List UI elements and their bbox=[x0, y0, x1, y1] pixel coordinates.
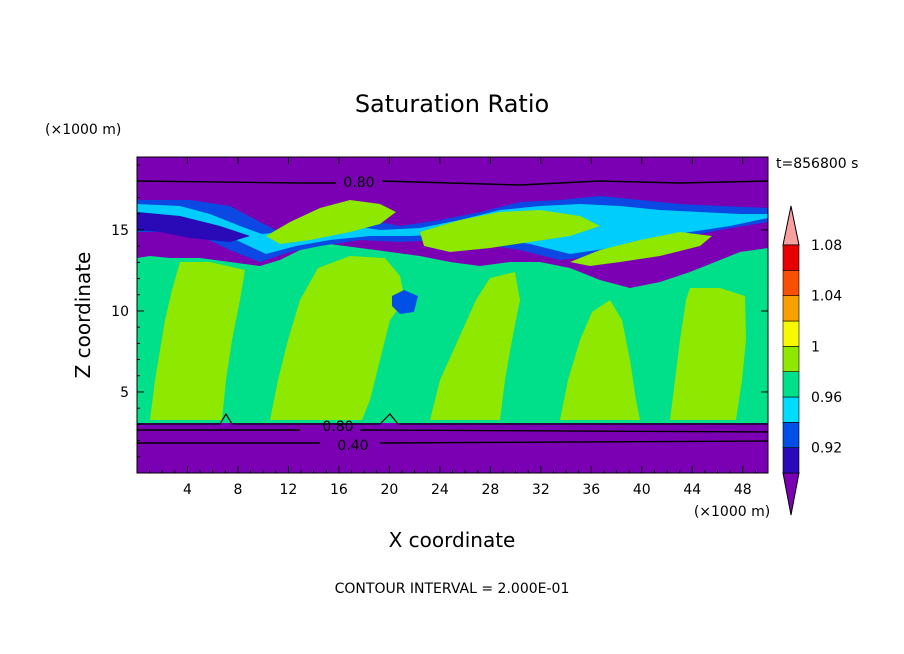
colorbar-tick-label: 0.92 bbox=[811, 441, 842, 457]
contour-label-lower-040: 0.40 bbox=[337, 438, 368, 454]
x-tick-label: 44 bbox=[683, 482, 701, 498]
contour-label-upper: 0.80 bbox=[343, 175, 374, 191]
colorbar-swatch bbox=[782, 244, 800, 271]
cloud-column-1 bbox=[150, 262, 245, 420]
x-tick-label: 16 bbox=[330, 482, 348, 498]
footer-contour-interval: CONTOUR INTERVAL = 2.000E-01 bbox=[335, 581, 570, 597]
colorbar-swatch bbox=[782, 371, 800, 398]
x-tick-label: 20 bbox=[380, 482, 398, 498]
upper-cloud-patch-3 bbox=[570, 232, 712, 266]
contour-label-lower-080: 0.80 bbox=[322, 419, 353, 435]
y-tick-label: 10 bbox=[111, 304, 129, 320]
y-axis-ticks: 5 10 15 bbox=[111, 164, 768, 458]
colorbar-bottom-arrow bbox=[782, 472, 800, 516]
colorbar-tick-label: 1.04 bbox=[811, 289, 842, 305]
x-tick-label: 28 bbox=[481, 482, 499, 498]
colorbar-swatch bbox=[782, 396, 800, 423]
colorbar-swatch bbox=[782, 295, 800, 322]
y-tick-label: 15 bbox=[111, 223, 129, 239]
lower-boundary-line bbox=[137, 412, 768, 425]
contour-040-lower bbox=[137, 440, 768, 444]
x-tick-label: 24 bbox=[431, 482, 449, 498]
x-tick-label: 48 bbox=[734, 482, 752, 498]
colorbar-swatch bbox=[782, 422, 800, 448]
x-axis-ticks: 4 8 12 16 20 24 28 32 36 40 44 48 bbox=[149, 157, 756, 498]
x-tick-label: 36 bbox=[582, 482, 600, 498]
colorbar-tick-label: 1 bbox=[811, 339, 820, 355]
x-tick-label: 32 bbox=[532, 482, 550, 498]
x-tick-label: 8 bbox=[233, 482, 242, 498]
colorbar-swatch bbox=[782, 447, 800, 474]
upper-cloud-patch-1 bbox=[266, 200, 396, 244]
cloud-column-4 bbox=[560, 300, 640, 420]
colorbar-top-arrow bbox=[782, 205, 800, 246]
colorbar-swatch bbox=[782, 320, 800, 347]
x-axis-label: X coordinate bbox=[389, 528, 516, 552]
x-tick-label: 40 bbox=[633, 482, 651, 498]
upper-cloud-patch-2 bbox=[420, 210, 600, 252]
cloud-column-3 bbox=[430, 272, 520, 420]
time-label: t=856800 s bbox=[776, 156, 858, 172]
cloud-column-2 bbox=[270, 256, 405, 420]
x-tick-label: 12 bbox=[280, 482, 298, 498]
cloud-column-5 bbox=[670, 288, 746, 420]
colorbar-tick-label: 0.96 bbox=[811, 390, 842, 406]
y-axis-label: Z coordinate bbox=[71, 252, 95, 379]
x-tick-label: 4 bbox=[183, 482, 192, 498]
y-tick-label: 5 bbox=[120, 385, 129, 401]
colorbar-swatch bbox=[782, 346, 800, 372]
chart-title: Saturation Ratio bbox=[355, 90, 549, 118]
mid-blue-pocket bbox=[392, 290, 418, 314]
x-unit-label: (×1000 m) bbox=[694, 504, 770, 520]
y-unit-label: (×1000 m) bbox=[45, 122, 121, 138]
contour-080-lower bbox=[137, 429, 768, 433]
plot-area bbox=[137, 157, 768, 473]
upper-dark-core bbox=[137, 212, 250, 242]
colorbar: 0.92 0.96 1 1.04 1.08 bbox=[782, 205, 842, 516]
colorbar-tick-label: 1.08 bbox=[811, 238, 842, 254]
contour-080-upper bbox=[137, 180, 768, 186]
colorbar-swatch bbox=[782, 270, 800, 296]
